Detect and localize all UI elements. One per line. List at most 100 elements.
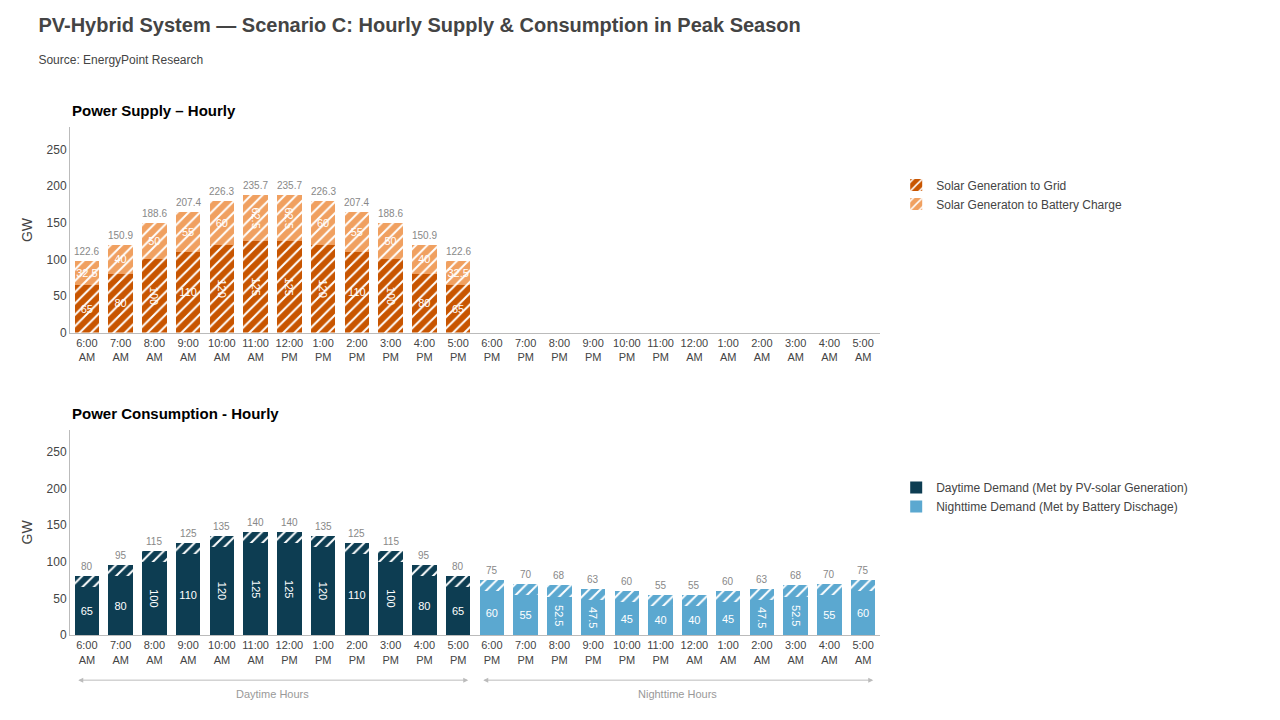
svg-text:40: 40 (115, 253, 127, 265)
svg-text:55: 55 (823, 609, 835, 621)
svg-text:60: 60 (216, 217, 228, 229)
svg-text:125: 125 (250, 580, 262, 598)
svg-text:226.3: 226.3 (209, 186, 234, 197)
svg-text:3:00PM: 3:00PM (380, 639, 401, 665)
svg-text:188.6: 188.6 (378, 208, 403, 219)
svg-text:135: 135 (213, 521, 230, 532)
svg-text:100: 100 (47, 253, 67, 267)
svg-text:9:00AM: 9:00AM (177, 337, 198, 363)
svg-text:12:00AM: 12:00AM (681, 337, 709, 363)
svg-text:7:00PM: 7:00PM (515, 337, 536, 363)
svg-text:9:00PM: 9:00PM (582, 337, 603, 363)
svg-text:80: 80 (452, 561, 464, 572)
svg-text:2:00AM: 2:00AM (751, 337, 772, 363)
svg-text:6:00AM: 6:00AM (76, 337, 97, 363)
svg-text:100: 100 (385, 589, 397, 607)
svg-text:80: 80 (115, 297, 127, 309)
svg-text:110: 110 (179, 589, 197, 601)
svg-text:7:00AM: 7:00AM (110, 639, 131, 665)
svg-text:200: 200 (47, 482, 67, 496)
svg-text:Solar Generaton to Battery Cha: Solar Generaton to Battery Charge (936, 198, 1122, 212)
svg-text:2:00PM: 2:00PM (346, 337, 367, 363)
svg-text:110: 110 (348, 286, 366, 298)
svg-text:5:00PM: 5:00PM (447, 639, 468, 665)
svg-text:200: 200 (47, 179, 67, 193)
svg-text:60: 60 (857, 607, 869, 619)
svg-text:110: 110 (348, 589, 366, 601)
svg-text:7:00PM: 7:00PM (515, 639, 536, 665)
svg-text:Daytime Hours: Daytime Hours (236, 688, 309, 700)
svg-text:150.9: 150.9 (108, 230, 133, 241)
svg-text:65: 65 (452, 303, 464, 315)
svg-text:60: 60 (486, 607, 498, 619)
svg-text:100: 100 (47, 555, 67, 569)
svg-text:207.4: 207.4 (176, 197, 201, 208)
svg-text:40: 40 (688, 614, 700, 626)
svg-text:1:00AM: 1:00AM (717, 337, 738, 363)
svg-text:11:00AM: 11:00AM (242, 639, 269, 665)
svg-text:12:00PM: 12:00PM (276, 337, 304, 363)
svg-text:100: 100 (148, 589, 160, 607)
svg-text:10:00AM: 10:00AM (208, 639, 236, 665)
svg-text:120: 120 (317, 279, 329, 297)
svg-text:Power Consumption - Hourly: Power Consumption - Hourly (72, 405, 279, 422)
svg-text:100: 100 (385, 287, 397, 305)
svg-text:52.5: 52.5 (553, 605, 565, 626)
svg-text:PV-Hybrid System — Scenario C:: PV-Hybrid System — Scenario C: Hourly Su… (38, 14, 800, 36)
svg-text:80: 80 (81, 561, 93, 572)
svg-text:12:00PM: 12:00PM (276, 639, 304, 665)
svg-text:8:00PM: 8:00PM (549, 337, 570, 363)
svg-text:11:00PM: 11:00PM (647, 337, 674, 363)
svg-text:68: 68 (553, 570, 565, 581)
svg-text:188.6: 188.6 (142, 208, 167, 219)
svg-text:235.7: 235.7 (277, 180, 302, 191)
svg-text:125: 125 (250, 278, 262, 296)
svg-text:122.6: 122.6 (446, 246, 471, 257)
svg-text:115: 115 (383, 536, 399, 547)
svg-text:32.5: 32.5 (447, 267, 468, 279)
svg-text:100: 100 (148, 287, 160, 305)
svg-text:Nighttime Hours: Nighttime Hours (638, 688, 717, 700)
svg-text:150: 150 (47, 518, 67, 532)
svg-text:63: 63 (756, 574, 768, 585)
svg-text:65: 65 (81, 605, 93, 617)
svg-text:115: 115 (146, 536, 162, 547)
svg-text:65: 65 (452, 605, 464, 617)
svg-text:80: 80 (418, 600, 430, 612)
svg-text:8:00PM: 8:00PM (549, 639, 570, 665)
svg-text:125: 125 (180, 528, 197, 539)
svg-text:55: 55 (655, 580, 667, 591)
svg-text:140: 140 (281, 517, 298, 528)
svg-text:0: 0 (60, 628, 67, 642)
svg-text:125: 125 (283, 580, 295, 598)
svg-text:120: 120 (216, 279, 228, 297)
svg-text:55: 55 (520, 609, 532, 621)
svg-text:52.5: 52.5 (790, 605, 802, 626)
svg-text:11:00PM: 11:00PM (647, 639, 674, 665)
svg-text:250: 250 (47, 143, 67, 157)
svg-text:65: 65 (81, 303, 93, 315)
svg-text:8:00AM: 8:00AM (144, 337, 165, 363)
svg-text:70: 70 (823, 569, 835, 580)
svg-text:40: 40 (655, 614, 667, 626)
svg-text:2:00AM: 2:00AM (751, 639, 772, 665)
svg-text:6:00PM: 6:00PM (481, 337, 502, 363)
svg-text:75: 75 (486, 565, 498, 576)
svg-text:50: 50 (53, 592, 67, 606)
svg-text:63: 63 (587, 574, 599, 585)
svg-text:GW: GW (19, 217, 35, 242)
svg-text:80: 80 (115, 600, 127, 612)
svg-text:75: 75 (857, 565, 869, 576)
svg-text:120: 120 (216, 582, 228, 600)
svg-text:40: 40 (418, 253, 430, 265)
svg-text:9:00AM: 9:00AM (177, 639, 198, 665)
svg-text:60: 60 (621, 576, 633, 587)
svg-text:207.4: 207.4 (344, 197, 369, 208)
svg-text:7:00AM: 7:00AM (110, 337, 131, 363)
svg-text:Daytime Demand (Met by PV-sola: Daytime Demand (Met by PV-solar Generati… (936, 481, 1187, 495)
svg-text:Source: EnergyPoint Research: Source: EnergyPoint Research (38, 53, 203, 67)
svg-text:3:00AM: 3:00AM (785, 639, 806, 665)
svg-text:60: 60 (317, 217, 329, 229)
svg-text:10:00PM: 10:00PM (613, 337, 641, 363)
svg-text:60: 60 (722, 576, 734, 587)
